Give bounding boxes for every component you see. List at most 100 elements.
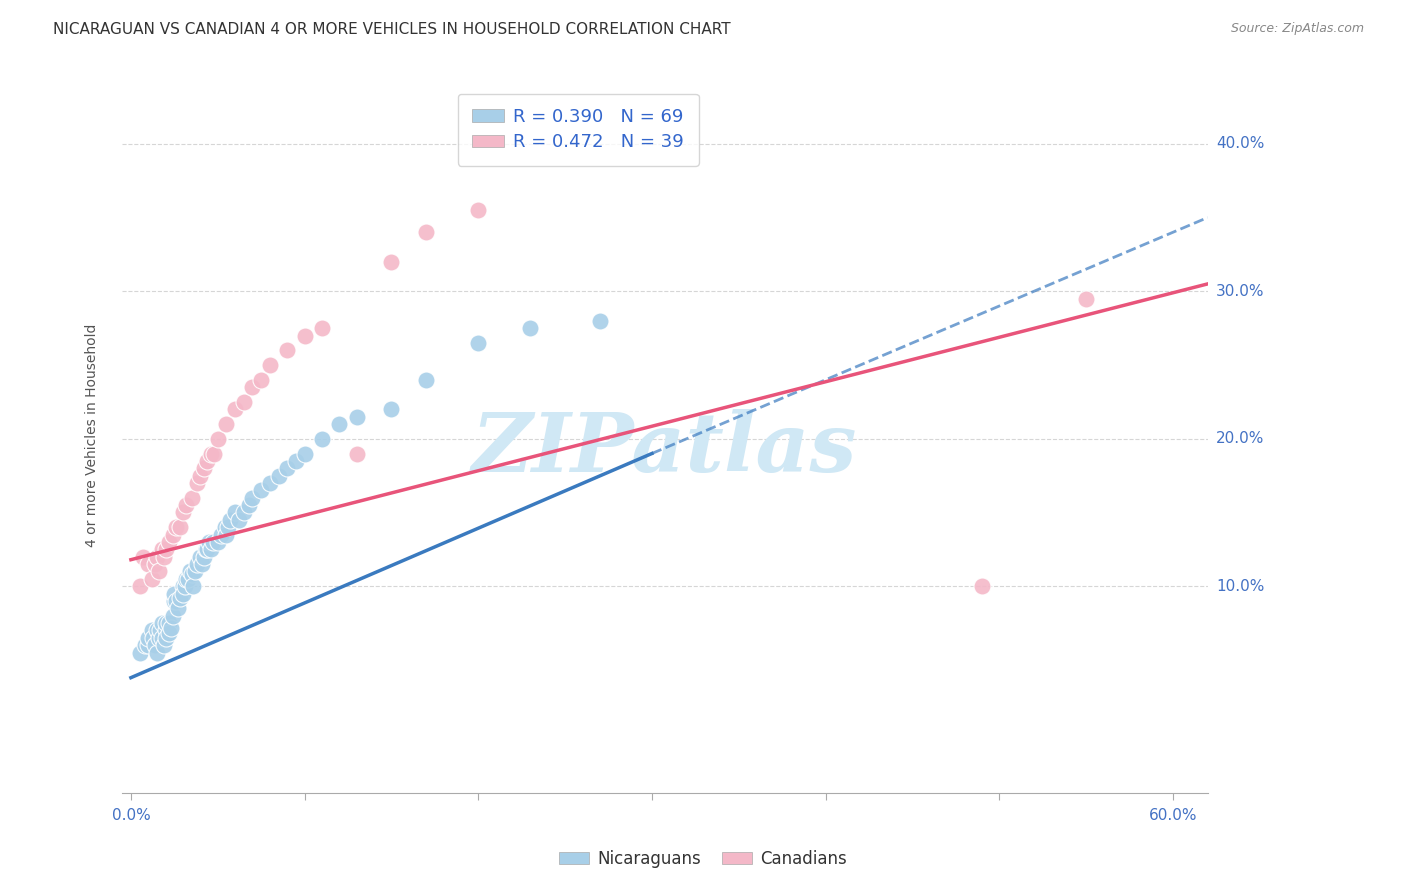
Point bbox=[180, 491, 202, 505]
Point bbox=[143, 557, 166, 571]
Point bbox=[165, 594, 187, 608]
Point bbox=[162, 608, 184, 623]
Point bbox=[169, 591, 191, 605]
Point bbox=[173, 579, 195, 593]
Point bbox=[250, 483, 273, 498]
Point bbox=[311, 432, 333, 446]
Point bbox=[259, 358, 281, 372]
Point bbox=[155, 542, 177, 557]
Point bbox=[141, 624, 163, 638]
Point bbox=[190, 549, 212, 564]
Point bbox=[172, 506, 194, 520]
Point bbox=[209, 527, 232, 541]
Point bbox=[214, 520, 236, 534]
Point bbox=[250, 373, 273, 387]
Point bbox=[200, 446, 222, 460]
Point bbox=[186, 557, 208, 571]
Point bbox=[190, 468, 212, 483]
Text: Source: ZipAtlas.com: Source: ZipAtlas.com bbox=[1230, 22, 1364, 36]
Point bbox=[970, 579, 993, 593]
Point bbox=[179, 565, 201, 579]
Point bbox=[136, 638, 159, 652]
Point bbox=[132, 549, 155, 564]
Point bbox=[232, 395, 254, 409]
Point bbox=[150, 631, 173, 645]
Point bbox=[228, 513, 250, 527]
Point bbox=[128, 646, 150, 660]
Point bbox=[346, 446, 368, 460]
Point bbox=[148, 631, 170, 645]
Point bbox=[217, 520, 239, 534]
Point bbox=[215, 527, 238, 541]
Text: 40.0%: 40.0% bbox=[1216, 136, 1264, 152]
Point bbox=[153, 549, 176, 564]
Point bbox=[165, 520, 187, 534]
Point bbox=[183, 579, 205, 593]
Point bbox=[294, 328, 316, 343]
Point bbox=[191, 557, 214, 571]
Point bbox=[155, 624, 177, 638]
Point bbox=[276, 343, 298, 358]
Point bbox=[160, 621, 183, 635]
Point bbox=[201, 535, 224, 549]
Point bbox=[172, 586, 194, 600]
Point bbox=[186, 475, 208, 490]
Point bbox=[467, 203, 489, 218]
Point bbox=[136, 631, 159, 645]
Point bbox=[346, 409, 368, 424]
Point bbox=[155, 616, 177, 631]
Point bbox=[163, 594, 186, 608]
Point bbox=[202, 446, 225, 460]
Point bbox=[267, 468, 290, 483]
Point bbox=[276, 461, 298, 475]
Point bbox=[1074, 292, 1097, 306]
Point bbox=[169, 520, 191, 534]
Point bbox=[180, 567, 202, 582]
Point bbox=[194, 542, 217, 557]
Point bbox=[328, 417, 350, 431]
Text: 10.0%: 10.0% bbox=[1216, 579, 1264, 594]
Point bbox=[136, 557, 159, 571]
Point bbox=[176, 498, 198, 512]
Point bbox=[380, 402, 402, 417]
Point bbox=[155, 631, 177, 645]
Text: 30.0%: 30.0% bbox=[1216, 284, 1264, 299]
Text: ZIPatlas: ZIPatlas bbox=[472, 409, 858, 490]
Point bbox=[198, 535, 221, 549]
Text: 20.0%: 20.0% bbox=[1216, 431, 1264, 446]
Point bbox=[195, 542, 218, 557]
Text: 60.0%: 60.0% bbox=[1149, 808, 1197, 823]
Point bbox=[200, 542, 222, 557]
Point bbox=[311, 321, 333, 335]
Point bbox=[150, 542, 173, 557]
Point bbox=[184, 565, 207, 579]
Point bbox=[242, 491, 264, 505]
Point bbox=[149, 624, 172, 638]
Point bbox=[224, 506, 246, 520]
Point bbox=[157, 626, 180, 640]
Point bbox=[219, 513, 242, 527]
Point bbox=[162, 527, 184, 541]
Point bbox=[146, 646, 169, 660]
Point bbox=[519, 321, 541, 335]
Point bbox=[232, 506, 254, 520]
Point bbox=[224, 402, 246, 417]
Point bbox=[176, 572, 198, 586]
Point bbox=[215, 417, 238, 431]
Point bbox=[259, 475, 281, 490]
Point bbox=[157, 616, 180, 631]
Point bbox=[193, 549, 215, 564]
Point bbox=[242, 380, 264, 394]
Point bbox=[177, 572, 200, 586]
Point bbox=[415, 225, 437, 239]
Point bbox=[415, 373, 437, 387]
Point bbox=[143, 638, 166, 652]
Point bbox=[153, 638, 176, 652]
Point bbox=[141, 572, 163, 586]
Point bbox=[146, 549, 169, 564]
Point bbox=[207, 535, 229, 549]
Point bbox=[148, 565, 170, 579]
Point bbox=[128, 579, 150, 593]
Point bbox=[157, 535, 180, 549]
Point bbox=[134, 638, 156, 652]
